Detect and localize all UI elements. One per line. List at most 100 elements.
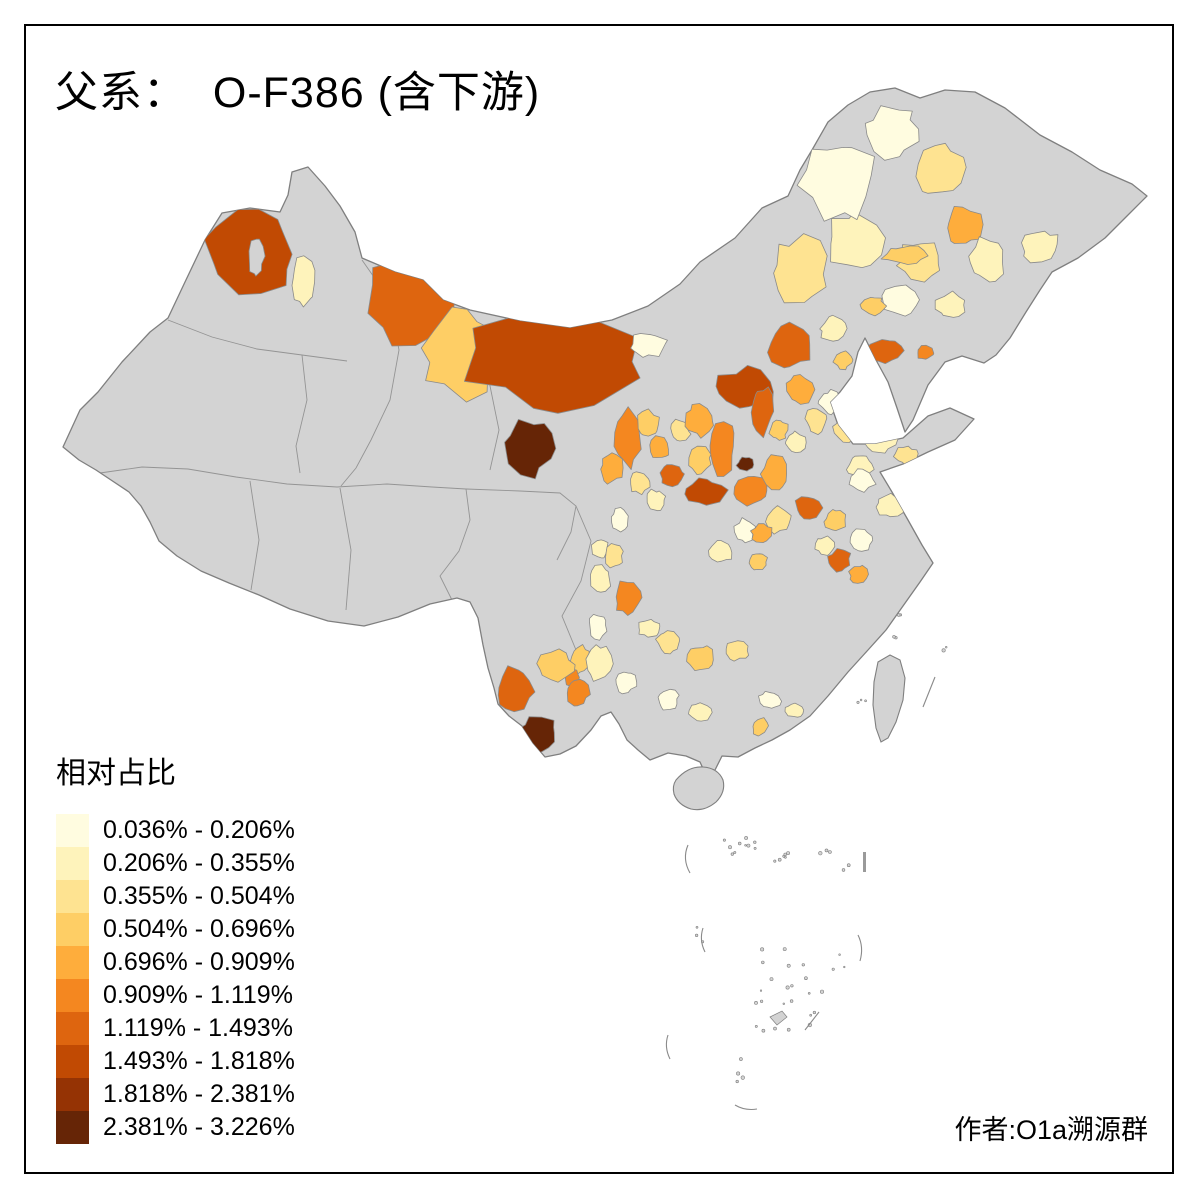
prefecture-region: [768, 419, 789, 441]
prefecture-region: [686, 645, 714, 671]
prefecture-region: [688, 445, 712, 476]
prefecture-region: [684, 403, 714, 439]
prefecture-region: [591, 539, 609, 559]
prefecture-region: [709, 421, 735, 477]
taiwan-island: [872, 654, 906, 743]
prefecture-region: [688, 702, 713, 722]
legend-swatch: [56, 1078, 89, 1111]
prefecture-region: [752, 717, 769, 737]
prefecture-region: [733, 517, 756, 544]
prefecture-region: [536, 648, 576, 683]
legend-swatch: [56, 814, 89, 847]
prefecture-region: [759, 454, 787, 491]
prefecture-region: [830, 211, 886, 269]
prefecture-region: [497, 665, 536, 713]
prefecture-region: [590, 564, 611, 593]
legend-swatch: [56, 880, 89, 913]
prefecture-region: [291, 255, 316, 308]
legend-swatch: [56, 913, 89, 946]
prefecture-region: [968, 236, 1004, 283]
attribution: 作者:O1a溯源群: [954, 1115, 1148, 1145]
map-title: 父系： O-F386 (含下游): [55, 69, 541, 117]
prefecture-region: [819, 314, 848, 342]
prefecture-region: [750, 386, 775, 439]
prefecture-region: [637, 408, 660, 437]
legend-row: 0.696% - 0.909%: [56, 946, 295, 979]
prefecture-region: [864, 105, 920, 161]
legend-label: 1.119% - 1.493%: [103, 1014, 293, 1042]
prefecture-region: [784, 702, 805, 718]
prefecture-region: [947, 205, 984, 244]
legend-label: 2.381% - 3.226%: [103, 1113, 295, 1141]
prefecture-region: [848, 468, 877, 493]
legend-row: 1.818% - 2.381%: [56, 1078, 295, 1111]
prefecture-region: [880, 245, 929, 265]
legend-row: 0.036% - 0.206%: [56, 814, 295, 847]
prefecture-region: [566, 678, 591, 707]
prefecture-region: [758, 691, 782, 709]
prefecture-region: [708, 540, 733, 563]
prefecture-region: [1021, 230, 1059, 264]
prefecture-region: [611, 507, 629, 533]
prefecture-region: [804, 408, 828, 436]
south-china-sea-islands: [665, 613, 948, 1111]
legend-row: 0.504% - 0.696%: [56, 913, 295, 946]
prefecture-region: [917, 344, 935, 360]
prefecture-region: [248, 238, 266, 277]
prefecture-region: [814, 535, 836, 556]
legend-label: 1.818% - 2.381%: [103, 1080, 295, 1108]
prefecture-region: [794, 496, 824, 520]
prefecture-region: [859, 296, 887, 317]
prefecture-region: [765, 505, 792, 535]
prefecture-region: [725, 640, 749, 662]
prefecture-region: [773, 233, 828, 304]
prefecture-region: [934, 290, 966, 318]
legend-swatch: [56, 1111, 89, 1144]
legend-row: 0.355% - 0.504%: [56, 880, 295, 913]
legend-label: 0.504% - 0.696%: [103, 915, 295, 943]
prefecture-region: [796, 146, 875, 222]
prefecture-region: [585, 644, 614, 682]
legend-label: 0.909% - 1.119%: [103, 981, 293, 1009]
prefecture-region: [649, 435, 669, 459]
legend-row: 2.381% - 3.226%: [56, 1111, 295, 1144]
legend-row: 1.493% - 1.818%: [56, 1045, 295, 1078]
prefecture-region: [832, 350, 854, 371]
legend-label: 0.206% - 0.355%: [103, 849, 295, 877]
prefecture-region: [655, 630, 680, 655]
prefecture-region: [849, 528, 874, 552]
hainan-island: [672, 766, 725, 811]
prefecture-region: [600, 452, 624, 485]
legend-row: 0.909% - 1.119%: [56, 979, 295, 1012]
prefecture-region: [881, 284, 920, 317]
prefecture-region: [659, 464, 685, 488]
prefecture-region: [615, 580, 643, 616]
legend-swatch: [56, 946, 89, 979]
legend-rows: 0.036% - 0.206% 0.206% - 0.355% 0.355% - 0…: [56, 814, 295, 1144]
prefecture-region: [750, 523, 773, 543]
prefecture-region: [613, 406, 642, 471]
prefecture-region: [735, 456, 755, 472]
interior-borders: [99, 259, 592, 651]
legend-row: 1.119% - 1.493%: [56, 1012, 295, 1045]
legend-label: 1.493% - 1.818%: [103, 1047, 295, 1075]
islands: [672, 654, 906, 811]
legend-title: 相对占比: [56, 757, 176, 790]
prefecture-region: [615, 671, 638, 695]
prefecture-region: [785, 430, 807, 454]
prefecture-region: [785, 374, 816, 405]
legend-swatch: [56, 1012, 89, 1045]
legend-swatch: [56, 979, 89, 1012]
prefecture-region: [504, 418, 557, 480]
prefecture-region: [733, 475, 768, 507]
legend-label: 0.696% - 0.909%: [103, 948, 295, 976]
prefecture-region: [605, 543, 624, 569]
prefecture-region: [630, 333, 668, 358]
prefecture-region: [203, 208, 293, 296]
legend: 相对占比 0.036% - 0.206% 0.206% - 0.355% 0.355…: [56, 748, 295, 1144]
legend-label: 0.036% - 0.206%: [103, 816, 295, 844]
prefecture-region: [767, 321, 811, 369]
prefecture-region: [915, 142, 967, 194]
